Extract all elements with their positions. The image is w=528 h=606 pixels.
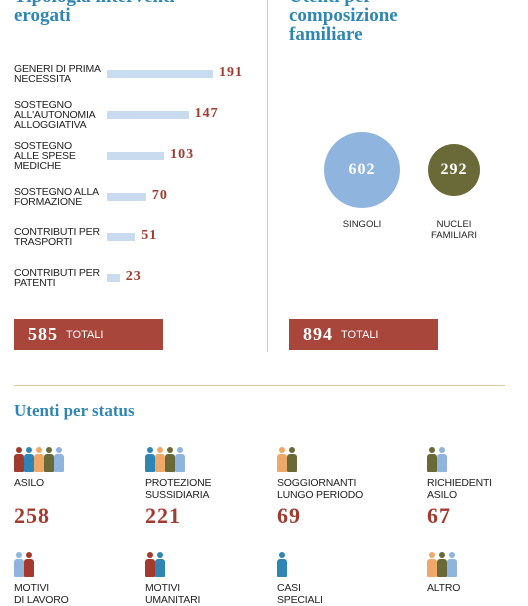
icon bbox=[147, 552, 153, 558]
icon bbox=[36, 447, 42, 453]
icon bbox=[14, 559, 24, 577]
bar bbox=[107, 193, 146, 201]
status-value: 258 bbox=[14, 503, 50, 528]
status-value: 67 bbox=[427, 503, 451, 528]
icon bbox=[429, 552, 435, 558]
icon bbox=[24, 559, 34, 577]
total-box: 894 TOTALI bbox=[289, 319, 438, 350]
icon bbox=[279, 552, 285, 558]
bubble-label: SINGOLI bbox=[342, 219, 382, 230]
status-label: SOGGIORNANTI LUNGO PERIODO bbox=[277, 477, 364, 501]
icon bbox=[26, 552, 32, 558]
bar-label: GENERI DI PRIMA NECESSITA bbox=[14, 63, 101, 85]
icon bbox=[155, 454, 165, 472]
status-value: 221 bbox=[145, 503, 181, 528]
status-label: MOTIVI UMANITARI bbox=[145, 582, 201, 606]
bar-label: CONTRIBUTI PER PATENTI bbox=[14, 267, 100, 289]
bar-label: CONTRIBUTI PER TRASPORTI bbox=[14, 226, 100, 248]
icon bbox=[24, 454, 34, 472]
bar-value: 147 bbox=[194, 106, 219, 121]
icon bbox=[155, 559, 165, 577]
icon bbox=[145, 454, 155, 472]
total-label: TOTALI bbox=[66, 328, 104, 341]
bubble: 292 bbox=[427, 143, 481, 197]
status-value: 69 bbox=[277, 503, 301, 528]
icon bbox=[147, 447, 153, 453]
bar bbox=[107, 152, 165, 160]
icon bbox=[439, 552, 445, 558]
icon bbox=[26, 447, 32, 453]
icon bbox=[54, 454, 64, 472]
bubble-label: NUCLEI FAMILIARI bbox=[431, 219, 477, 241]
icon bbox=[279, 447, 285, 453]
status-label: ALTRO bbox=[427, 582, 461, 594]
icon bbox=[56, 447, 62, 453]
bar-value: 191 bbox=[219, 65, 243, 80]
icon bbox=[427, 559, 437, 577]
icon bbox=[157, 552, 163, 558]
icon bbox=[44, 454, 54, 472]
icon bbox=[177, 447, 183, 453]
icon bbox=[34, 454, 44, 472]
bar bbox=[107, 70, 213, 78]
status-label: PROTEZIONE SUSSIDIARIA bbox=[145, 477, 212, 501]
icon bbox=[427, 454, 437, 472]
icon bbox=[175, 454, 185, 472]
icon bbox=[449, 552, 455, 558]
icon bbox=[437, 454, 447, 472]
panel-title: Utenti per status bbox=[14, 401, 135, 420]
icon bbox=[447, 559, 457, 577]
icon bbox=[16, 552, 22, 558]
total-box: 585 TOTALI bbox=[14, 319, 163, 350]
icon bbox=[429, 447, 435, 453]
icon bbox=[14, 454, 24, 472]
bar bbox=[107, 233, 136, 241]
bar-value: 103 bbox=[170, 147, 195, 162]
bar-value: 70 bbox=[151, 188, 168, 203]
status-label: CASI SPECIALI bbox=[277, 582, 323, 606]
icon bbox=[289, 447, 295, 453]
total-value: 585 bbox=[28, 324, 58, 344]
icon bbox=[277, 454, 287, 472]
bar-value: 51 bbox=[141, 228, 158, 243]
panel-title: Utenti per composizione familiare bbox=[289, 0, 398, 45]
icon bbox=[167, 447, 173, 453]
bar bbox=[107, 111, 189, 119]
icon bbox=[16, 447, 22, 453]
icon bbox=[165, 454, 175, 472]
panel-title: Tipologia interventi erogati bbox=[14, 0, 175, 26]
bar-label: SOSTEGNO ALLE SPESE MEDICHE bbox=[14, 140, 76, 172]
total-label: TOTALI bbox=[341, 328, 379, 341]
icon bbox=[157, 447, 163, 453]
icon bbox=[287, 454, 297, 472]
bar-label: SOSTEGNO ALLA FORMAZIONE bbox=[14, 186, 99, 208]
bar-value: 23 bbox=[125, 269, 142, 284]
status-label: MOTIVI DI LAVORO bbox=[14, 582, 69, 606]
status-label: RICHIEDENTI ASILO bbox=[427, 477, 492, 501]
icon bbox=[277, 559, 287, 577]
divider bbox=[14, 385, 505, 386]
icon bbox=[437, 559, 447, 577]
total-value: 894 bbox=[303, 324, 333, 344]
icon bbox=[439, 447, 445, 453]
bubble: 602 bbox=[324, 132, 400, 208]
icon bbox=[145, 559, 155, 577]
divider bbox=[267, 0, 268, 352]
bar-label: SOSTEGNO ALL'AUTONOMIA ALLOGGIATIVA bbox=[14, 99, 96, 131]
icon bbox=[46, 447, 52, 453]
status-label: ASILO bbox=[14, 477, 44, 489]
bar bbox=[107, 274, 120, 282]
